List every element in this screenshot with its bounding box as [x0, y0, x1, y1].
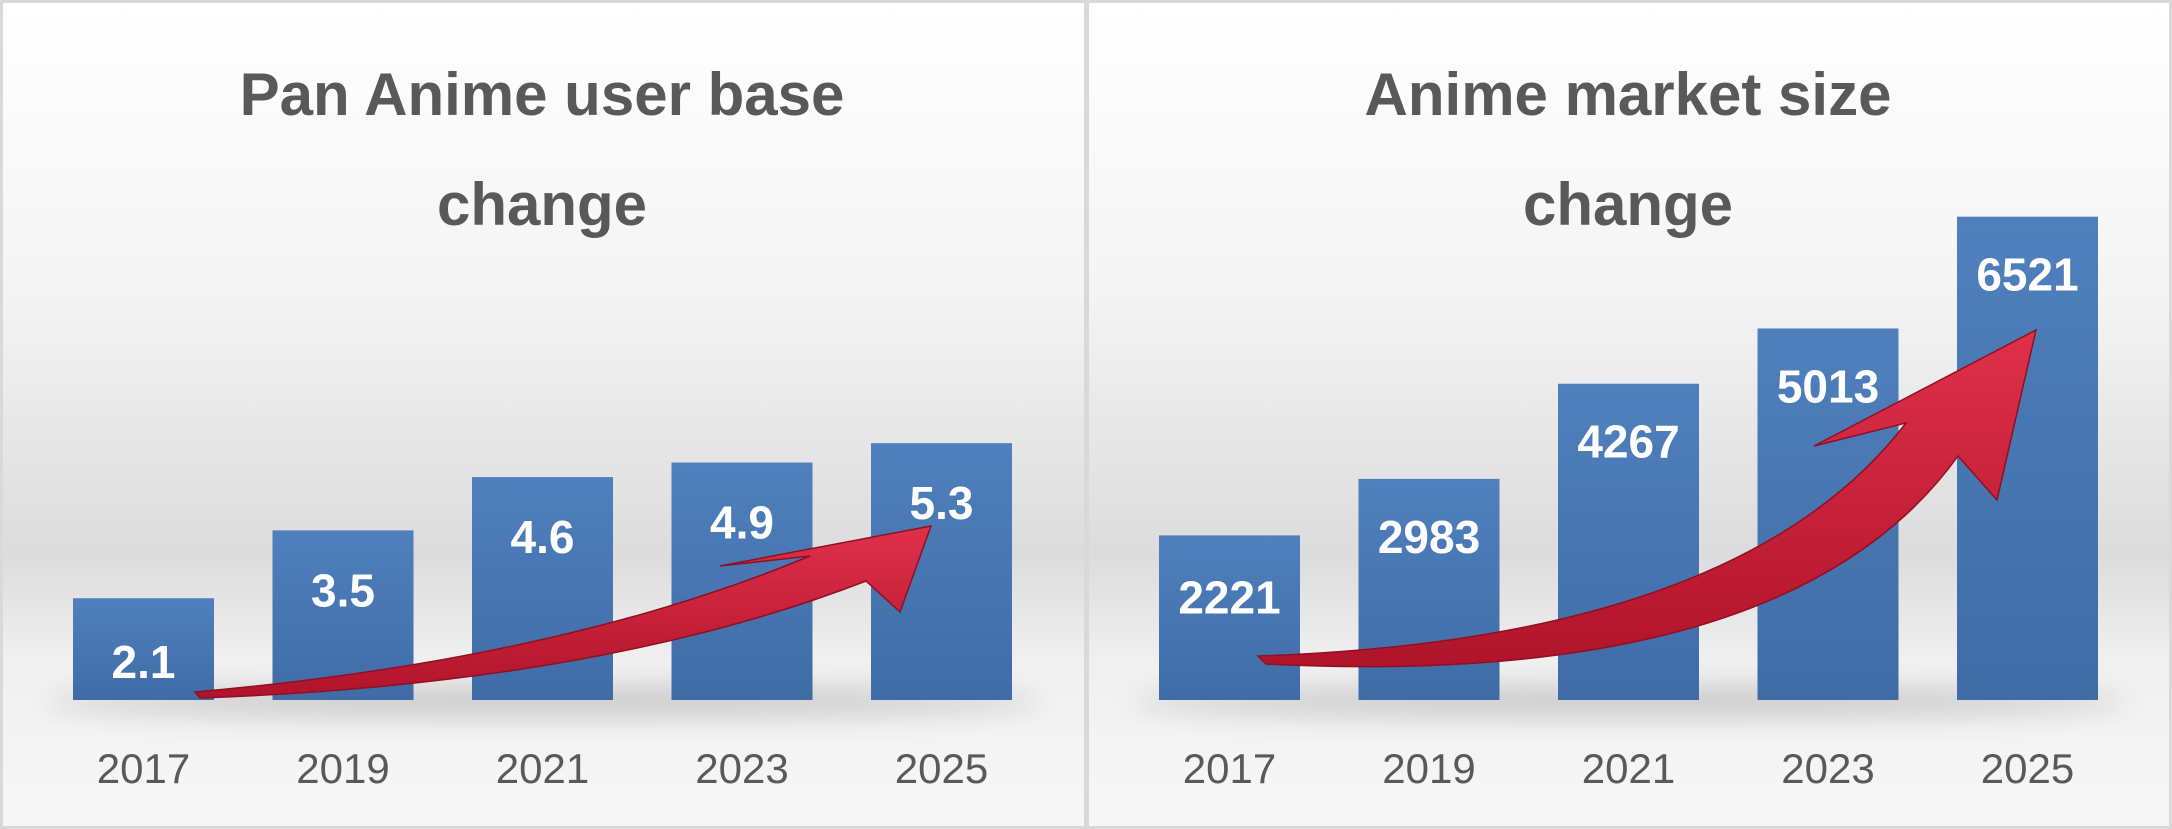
chart-title-line: change — [437, 171, 647, 238]
data-label: 2983 — [1378, 511, 1480, 563]
x-tick-label: 2019 — [296, 745, 389, 792]
x-tick-label: 2023 — [1781, 745, 1874, 792]
x-tick-label: 2019 — [1382, 745, 1475, 792]
panel-user-base: Pan Anime user base change 2017 2019 2021 202… — [3, 3, 1084, 826]
x-tick-label: 2025 — [895, 745, 988, 792]
x-tick-label: 2021 — [496, 745, 589, 792]
data-label: 6521 — [1976, 249, 2078, 301]
data-label: 2221 — [1178, 571, 1280, 623]
chart-title-line: Pan Anime user base — [240, 61, 845, 128]
x-tick-label: 2017 — [97, 745, 190, 792]
x-tick-label: 2023 — [695, 745, 788, 792]
data-label: 2.1 — [112, 636, 176, 688]
trend-arrow — [1256, 328, 2038, 668]
data-label: 4.9 — [710, 497, 774, 549]
bar-2017 — [1159, 535, 1300, 700]
bar-2017 — [73, 598, 214, 700]
data-label: 4267 — [1577, 416, 1679, 468]
chart-title-line: change — [1523, 171, 1733, 238]
data-label: 5.3 — [910, 477, 974, 529]
trend-arrow — [193, 525, 933, 699]
data-label: 3.5 — [311, 564, 375, 616]
data-label: 4.6 — [511, 511, 575, 563]
data-label: 5013 — [1777, 360, 1879, 412]
x-tick-label: 2021 — [1582, 745, 1675, 792]
panel-market-size: Anime market size change 2017 2019 2021 2023 2… — [1089, 3, 2169, 826]
chart-title-line: Anime market size — [1365, 61, 1892, 128]
x-tick-label: 2025 — [1981, 745, 2074, 792]
x-tick-label: 2017 — [1183, 745, 1276, 792]
